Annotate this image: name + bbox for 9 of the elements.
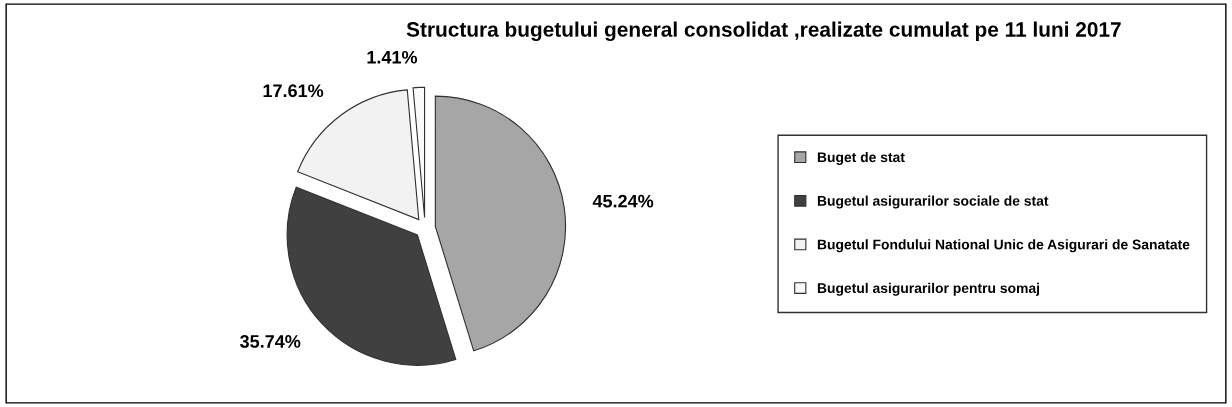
data-label: 35.74% xyxy=(240,335,301,348)
chart-title: Structura bugetului general consolidat ,realizate cumulat pe 11 luni 2017 xyxy=(406,21,1121,42)
legend-label: Bugetul asigurarilor sociale de stat xyxy=(817,195,1049,209)
legend-label: Bugetul Fondului National Unic de Asigurari de Sanatate xyxy=(817,239,1190,253)
data-label: 45.24% xyxy=(592,194,654,208)
legend-label: Buget de stat xyxy=(817,151,905,165)
data-label: 1.41% xyxy=(367,50,418,64)
legend-label: Bugetul asigurarilor pentru somaj xyxy=(817,282,1040,296)
data-label: 17.61% xyxy=(263,84,324,98)
